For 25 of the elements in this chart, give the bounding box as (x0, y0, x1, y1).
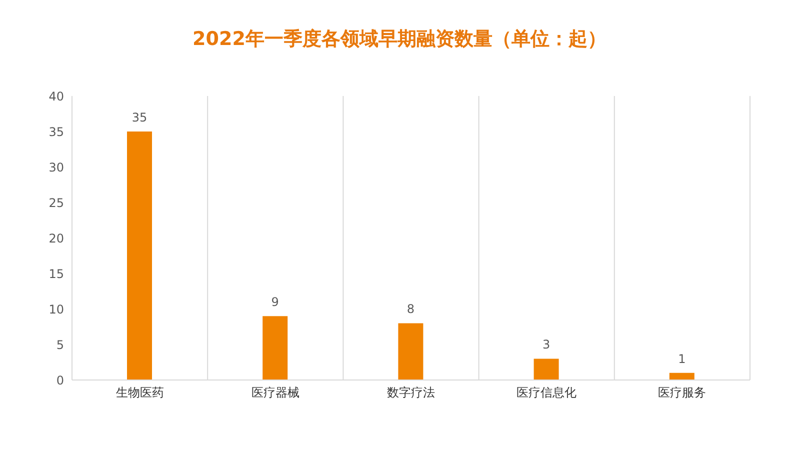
x-tick-label: 生物医药 (116, 386, 164, 400)
x-tick-label: 医疗服务 (658, 386, 706, 400)
data-label: 9 (271, 295, 279, 310)
bar (534, 358, 559, 380)
data-label: 8 (406, 302, 415, 316)
y-tick-label: 25 (48, 196, 64, 210)
bar (127, 132, 152, 380)
x-tick-label: 数字疗法 (387, 386, 435, 400)
y-tick-label: 5 (56, 338, 64, 352)
x-tick-label: 医疗器械 (251, 386, 300, 400)
y-tick-label: 30 (48, 160, 64, 174)
y-tick-label: 20 (48, 231, 64, 246)
data-label: 35 (132, 110, 148, 124)
bar (262, 316, 288, 380)
y-tick-label: 35 (48, 124, 64, 139)
y-tick-label: 40 (48, 89, 64, 104)
chart-title: 2022年一季度各领域早期融资数量（单位：起） (192, 27, 608, 52)
bar (398, 323, 424, 380)
x-tick-label: 医疗信息化 (516, 386, 577, 400)
y-tick-label: 15 (48, 266, 64, 281)
data-label: 3 (542, 338, 550, 352)
data-label: 1 (678, 352, 686, 366)
bar (669, 372, 694, 380)
y-tick-label: 0 (56, 373, 64, 388)
y-tick-label: 10 (48, 302, 64, 316)
